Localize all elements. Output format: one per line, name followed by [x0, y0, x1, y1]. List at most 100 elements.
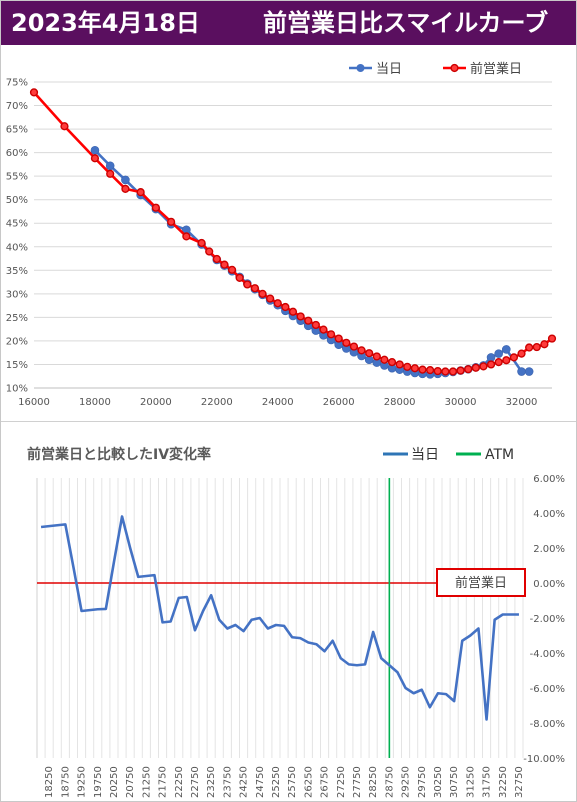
data-point-prev — [212, 254, 221, 264]
data-point-prev — [243, 280, 252, 289]
y-tick-label: -6.00% — [530, 684, 565, 695]
y-tick-label: 2.00% — [533, 544, 565, 555]
x-tick-label: 28750 — [384, 766, 395, 798]
y-tick-label: 75% — [6, 78, 28, 89]
data-point-prev — [494, 358, 503, 367]
y-tick-label: 65% — [6, 125, 28, 136]
x-tick-label: 22750 — [190, 766, 201, 798]
data-point-prev — [509, 353, 519, 362]
data-point-prev — [540, 340, 549, 349]
series-line-prev — [33, 91, 553, 373]
data-point-today — [486, 353, 496, 362]
y-tick-label: 35% — [6, 266, 28, 277]
data-point-prev — [456, 366, 465, 375]
iv-change-chart: 前営業日と比較したIV変化率 6.00% 4.00% 2.00% 0.00% -2.00%… — [27, 446, 565, 798]
data-point-prev — [205, 247, 214, 256]
chart-title: 前営業日と比較したIV変化率 — [27, 446, 211, 463]
x-tick-label: 31750 — [482, 766, 493, 798]
x-tick-label: 26000 — [323, 397, 355, 408]
data-point-prev — [258, 289, 267, 298]
data-point-today — [524, 367, 534, 376]
x-tick-label: 16000 — [18, 397, 50, 408]
y-tick-label: 0.00% — [533, 579, 565, 590]
x-tick-label: 23250 — [206, 766, 217, 798]
data-point-prev — [433, 366, 442, 376]
data-point-prev — [288, 307, 298, 316]
x-tick-label: 24750 — [255, 766, 266, 798]
x-tick-label: 28250 — [368, 766, 379, 798]
data-point-prev — [90, 154, 100, 163]
x-tick-label: 27250 — [336, 766, 347, 798]
x-tick-label: 29250 — [401, 766, 412, 798]
data-point-prev — [296, 312, 305, 321]
x-tick-label: 18750 — [60, 766, 71, 798]
data-point-prev — [235, 273, 244, 282]
data-point-prev — [387, 358, 397, 367]
x-tick-label: 20750 — [125, 766, 136, 798]
x-tick-label: 26750 — [320, 766, 331, 798]
y-tick-label: 50% — [6, 195, 28, 206]
data-point-today — [517, 367, 526, 376]
data-point-prev — [281, 302, 290, 312]
data-point-prev — [365, 349, 374, 358]
data-point-prev — [167, 217, 176, 226]
data-point-prev — [106, 169, 115, 178]
x-tick-label: 32750 — [514, 766, 525, 798]
data-point-prev — [220, 260, 229, 269]
data-point-prev — [319, 325, 328, 334]
data-point-prev — [29, 88, 39, 97]
y-tick-label: -4.00% — [530, 649, 565, 660]
data-point-prev — [479, 362, 488, 371]
data-point-prev — [448, 367, 458, 376]
header-date: 2023年4月18日 — [11, 9, 200, 37]
data-point-today — [90, 145, 100, 155]
data-point-prev — [311, 320, 320, 330]
data-point-prev — [342, 338, 351, 347]
x-tick-label: 25750 — [287, 766, 298, 798]
legend-label-today: 当日 — [411, 447, 439, 463]
y-tick-label: 30% — [6, 289, 28, 300]
y-tick-label: -2.00% — [530, 614, 565, 625]
data-point-prev — [349, 342, 359, 351]
data-point-prev — [410, 364, 419, 373]
data-point-prev — [151, 203, 160, 212]
x-tick-label: 20250 — [109, 766, 120, 798]
data-point-prev — [304, 316, 313, 325]
legend-marker-today — [356, 64, 365, 72]
data-point-prev — [266, 294, 275, 303]
data-point-prev — [395, 360, 404, 369]
y-tick-label: 20% — [6, 336, 28, 347]
legend-label-atm: ATM — [485, 447, 514, 463]
data-point-prev — [121, 184, 130, 193]
x-tick-label: 31250 — [465, 766, 476, 798]
x-tick-label: 20000 — [140, 397, 172, 408]
legend-marker-prev — [450, 63, 459, 73]
chart-divider — [1, 421, 576, 422]
x-tick-label: 32000 — [506, 397, 538, 408]
y-tick-label: 25% — [6, 313, 28, 324]
y-tick-label: 15% — [6, 360, 28, 371]
x-tick-label: 29750 — [417, 766, 428, 798]
data-point-prev — [464, 365, 473, 374]
data-point-prev — [471, 363, 480, 372]
y-tick-label: 45% — [6, 219, 28, 230]
legend-label-prev: 前営業日 — [470, 61, 522, 77]
x-tick-label: 24000 — [262, 397, 294, 408]
x-tick-label: 30250 — [433, 766, 444, 798]
x-tick-label: 21250 — [141, 766, 152, 798]
y-tick-label: -8.00% — [530, 719, 565, 730]
x-tick-label: 22250 — [174, 766, 185, 798]
data-point-prev — [502, 356, 511, 365]
data-point-prev — [547, 334, 557, 343]
prev-day-annotation-box — [436, 568, 526, 597]
y-tick-label: 6.00% — [533, 474, 565, 485]
data-point-prev — [182, 232, 191, 241]
header-banner: 2023年4月18日 前営業日比スマイルカーブ — [1, 1, 576, 45]
x-tick-label: 24250 — [239, 766, 250, 798]
data-point-prev — [372, 352, 381, 361]
y-tick-label: 60% — [6, 148, 28, 159]
y-tick-label: 70% — [6, 101, 28, 112]
x-tick-label: 23750 — [222, 766, 233, 798]
y-tick-label: 40% — [6, 242, 28, 253]
x-tick-label: 27750 — [352, 766, 363, 798]
